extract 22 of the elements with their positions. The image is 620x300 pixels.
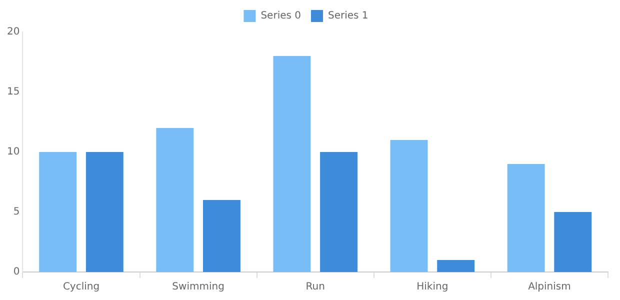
x-tick-label: Hiking <box>416 282 448 293</box>
y-tick-label: 20 <box>6 26 20 38</box>
y-tick-label: 10 <box>6 146 20 158</box>
bar <box>202 200 240 272</box>
y-tick-label: 5 <box>13 206 20 218</box>
bar <box>273 56 311 272</box>
legend-label: Series 1 <box>328 10 368 22</box>
y-tick-label: 15 <box>6 86 20 98</box>
bar <box>156 128 194 272</box>
y-tick-label: 0 <box>13 266 20 278</box>
legend-label: Series 0 <box>260 10 302 22</box>
bar <box>507 164 545 272</box>
bar <box>86 152 124 272</box>
bar <box>320 152 358 272</box>
x-tick-label: Cycling <box>62 282 100 293</box>
bar <box>39 152 77 272</box>
x-tick-label: Run <box>306 282 325 293</box>
bar <box>554 212 592 272</box>
x-tick-label: Swimming <box>172 282 224 293</box>
bar <box>437 260 475 272</box>
x-tick-label: Alpinism <box>528 282 571 293</box>
bar <box>390 140 428 272</box>
